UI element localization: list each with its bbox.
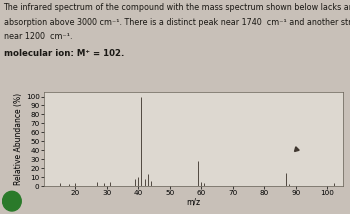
Text: The infrared spectrum of the compound with the mass spectrum shown below lacks a: The infrared spectrum of the compound wi…	[4, 3, 350, 12]
Text: molecular ion: M⁺ = 102.: molecular ion: M⁺ = 102.	[4, 49, 124, 58]
Text: near 1200  cm⁻¹.: near 1200 cm⁻¹.	[4, 32, 72, 41]
Circle shape	[2, 191, 21, 211]
Text: absorption above 3000 cm⁻¹. There is a distinct peak near 1740  cm⁻¹ and another: absorption above 3000 cm⁻¹. There is a d…	[4, 18, 350, 27]
X-axis label: m/z: m/z	[186, 198, 201, 207]
Y-axis label: Relative Abundance (%): Relative Abundance (%)	[14, 93, 23, 185]
